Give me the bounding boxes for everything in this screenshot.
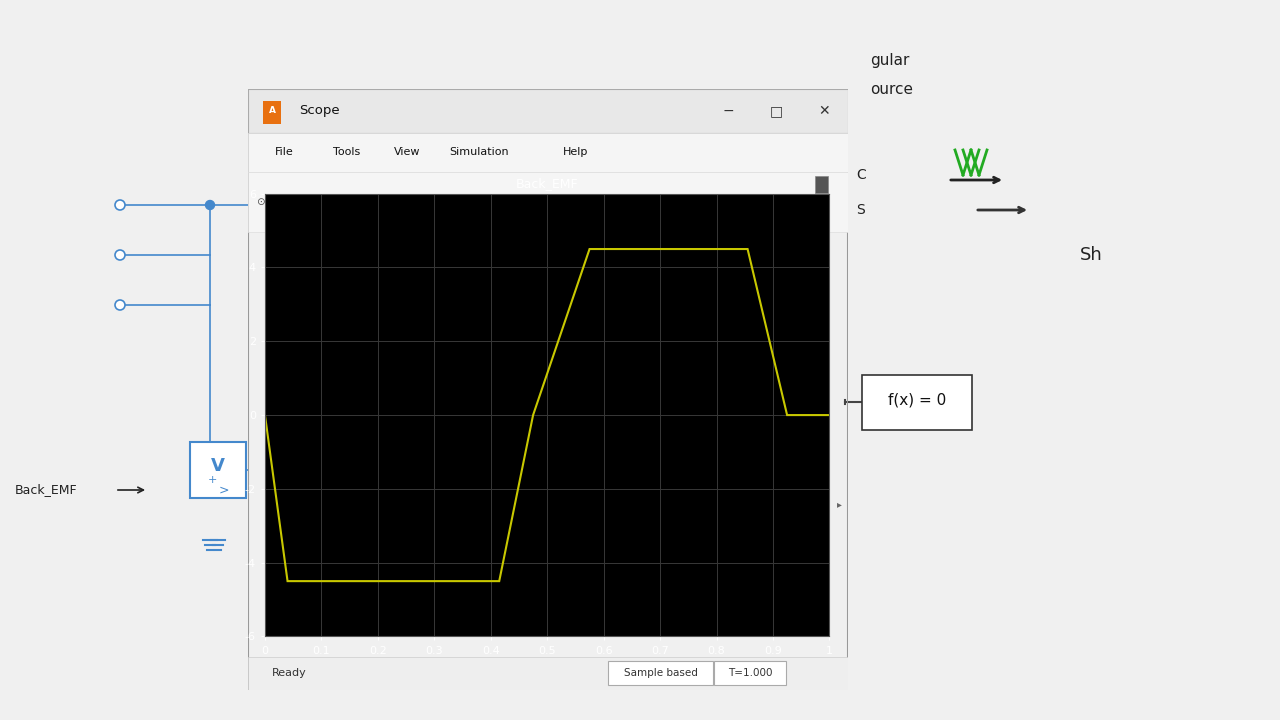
Bar	[264, 101, 282, 124]
Text: ↕: ↕	[724, 197, 732, 207]
Text: ource: ource	[870, 83, 913, 97]
Circle shape	[115, 200, 125, 210]
Text: f(x) = 0: f(x) = 0	[888, 392, 946, 408]
Text: Sample based: Sample based	[625, 668, 698, 678]
Text: gular: gular	[870, 53, 909, 68]
Text: ⏺: ⏺	[413, 197, 420, 207]
Text: ↩: ↩	[334, 197, 343, 207]
Text: ✎: ✎	[763, 197, 772, 207]
Text: A: A	[269, 107, 275, 115]
Text: ·: ·	[531, 197, 535, 207]
Text: Tools: Tools	[334, 147, 361, 157]
Text: −: −	[722, 104, 735, 118]
Text: Help: Help	[562, 147, 588, 157]
Text: ·: ·	[687, 197, 691, 207]
Text: Back_EMF: Back_EMF	[15, 484, 78, 497]
Text: File: File	[275, 147, 293, 157]
Text: Ready: Ready	[273, 668, 307, 678]
Bar	[815, 176, 828, 193]
Bar	[714, 661, 786, 685]
Text: +: +	[207, 475, 216, 485]
Text: □: □	[769, 104, 783, 118]
Text: ▶: ▶	[374, 197, 381, 207]
Text: View: View	[394, 147, 420, 157]
Bar	[248, 89, 849, 132]
Text: T=1.000: T=1.000	[728, 668, 772, 678]
Text: ·: ·	[453, 197, 457, 207]
Bar	[189, 442, 246, 498]
Text: V: V	[211, 457, 225, 475]
Text: Back_EMF: Back_EMF	[516, 177, 579, 191]
Text: ✕: ✕	[818, 104, 831, 118]
Text: ⊙: ⊙	[256, 197, 265, 207]
Text: □: □	[645, 197, 655, 207]
Text: ▸: ▸	[837, 499, 842, 508]
Bar	[861, 375, 972, 430]
Bar	[248, 171, 849, 232]
Text: C: C	[856, 168, 865, 182]
Text: Scope: Scope	[300, 104, 339, 117]
Circle shape	[115, 300, 125, 310]
Circle shape	[115, 250, 125, 260]
Bar	[248, 132, 849, 171]
Bar	[248, 657, 849, 690]
Text: S: S	[856, 203, 865, 217]
Circle shape	[206, 200, 215, 210]
Text: Simulation: Simulation	[449, 147, 509, 157]
Bar	[608, 661, 713, 685]
Text: ·: ·	[297, 197, 301, 207]
Text: Sh: Sh	[1080, 246, 1103, 264]
Text: ⊕: ⊕	[568, 197, 576, 207]
Text: ≋: ≋	[490, 197, 499, 207]
Text: >: >	[219, 484, 229, 497]
Text: ·: ·	[609, 197, 613, 207]
